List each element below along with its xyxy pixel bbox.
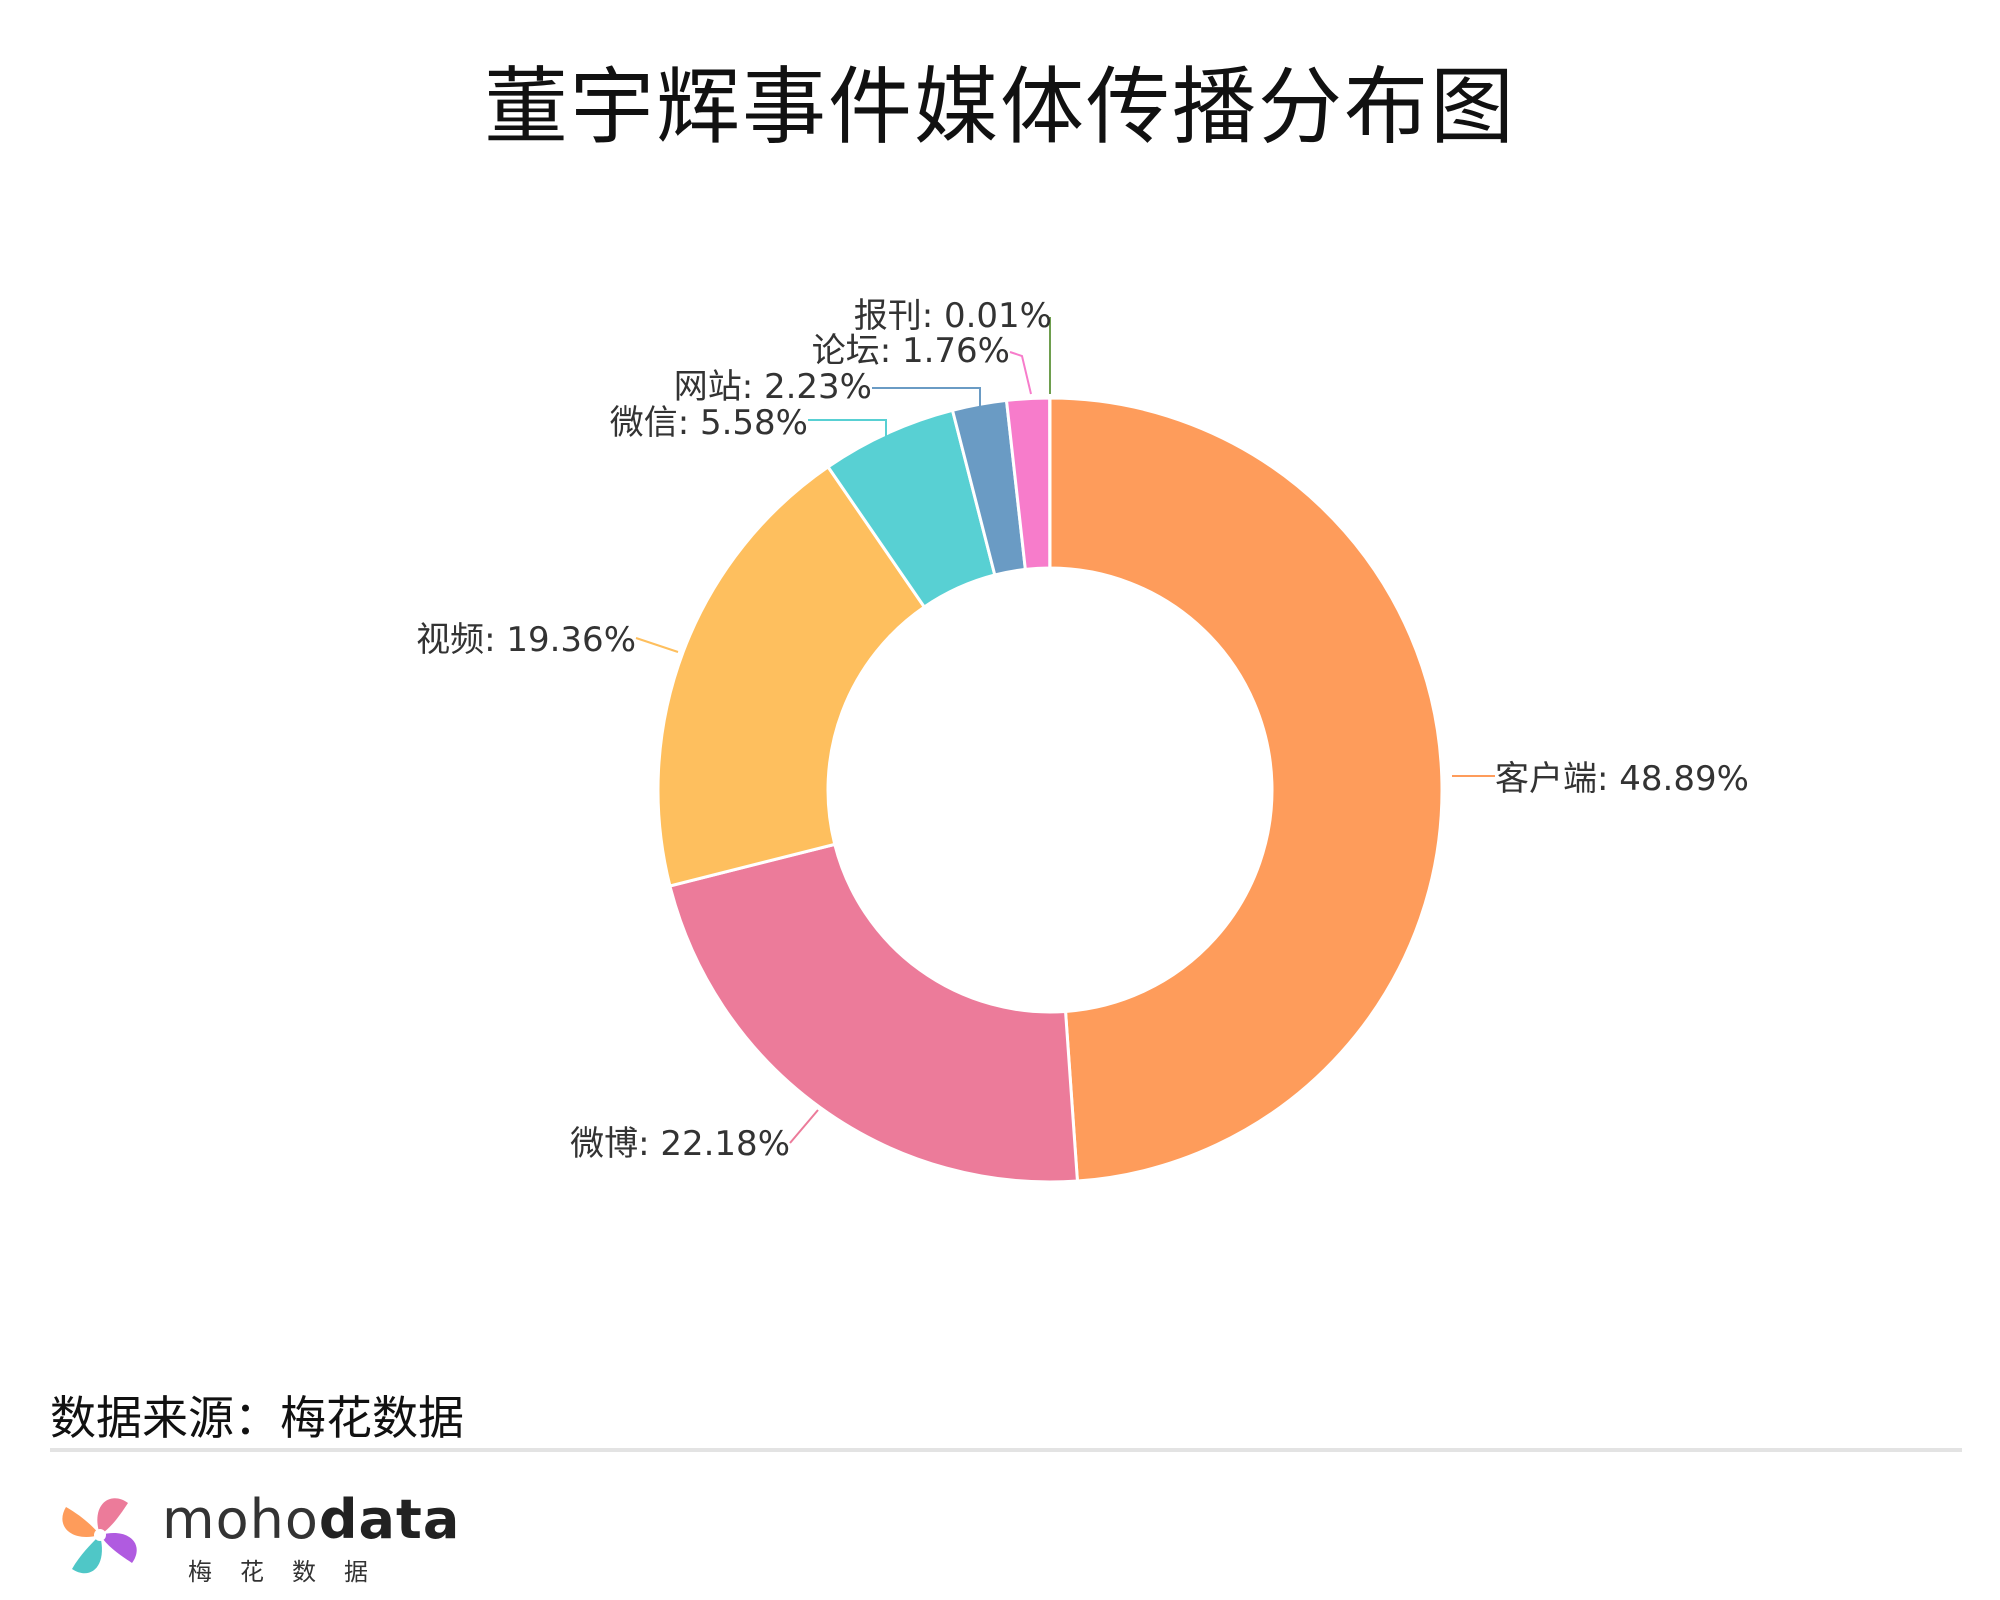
slice-客户端	[1048, 396, 1444, 1183]
footer-divider	[50, 1448, 1962, 1452]
slice-label-网站: 网站: 2.23%	[674, 367, 872, 407]
brand-wordmark: mohodata	[162, 1488, 460, 1551]
slice-微博	[668, 842, 1080, 1184]
mohodata-logo-icon	[62, 1498, 137, 1574]
slice-label-视频: 视频: 19.36%	[416, 620, 636, 660]
slice-label-微博: 微博: 22.18%	[570, 1124, 790, 1164]
brand-wordmark-light: moho	[162, 1488, 319, 1551]
slice-label-微信: 微信: 5.58%	[610, 403, 808, 443]
donut-slices	[656, 396, 1444, 1184]
slice-label-客户端: 客户端: 48.89%	[1495, 759, 1749, 799]
leader-line-网站	[872, 387, 981, 406]
chart-title: 董宇辉事件媒体传播分布图	[483, 58, 1516, 156]
brand-wordmark-bold: data	[318, 1488, 461, 1551]
leader-line-微博	[789, 1109, 819, 1144]
leader-lines	[635, 317, 1495, 1144]
leader-line-视频	[635, 637, 679, 653]
brand-chinese-name: 梅花数据	[188, 1558, 396, 1586]
leader-line-微信	[808, 419, 887, 439]
leader-line-论坛	[1009, 351, 1032, 395]
slice-label-论坛: 论坛: 1.76%	[812, 331, 1010, 371]
slice-视频	[656, 464, 927, 888]
slice-labels: 客户端: 48.89% 微博: 22.18% 视频: 19.36% 微信: 5.58%…	[416, 296, 1749, 1164]
data-source-note: 数据来源：梅花数据	[50, 1391, 464, 1445]
slice-label-报刊: 报刊: 0.01%	[854, 296, 1052, 336]
